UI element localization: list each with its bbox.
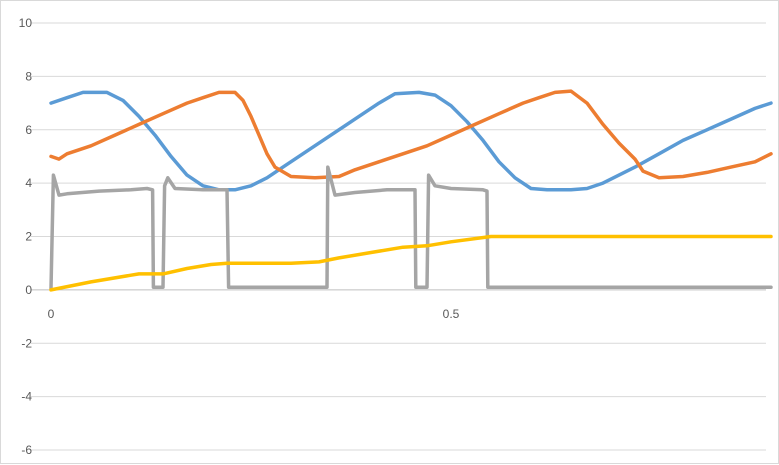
series-line-1 [49, 90, 773, 192]
y-tick-label: 10 [19, 16, 33, 30]
x-axis-tick-labels: 0 0.5 [48, 307, 460, 321]
y-tick-label: 2 [25, 230, 32, 244]
y-tick-label: 0 [25, 283, 32, 297]
series-line-2 [49, 89, 773, 180]
y-axis-tick-labels: 10 8 6 4 2 0 -2 -4 -6 [19, 16, 33, 457]
y-tick-label: -4 [21, 390, 32, 404]
y-tick-label: 6 [25, 123, 32, 137]
y-tick-label: 8 [25, 69, 32, 83]
series-line-4 [49, 234, 773, 292]
y-tick-label: -2 [21, 336, 32, 350]
x-tick-label: 0.5 [443, 307, 460, 321]
series-lines [49, 89, 773, 292]
x-tick-label: 0 [48, 307, 55, 321]
series-line-3 [49, 165, 773, 291]
y-tick-label: 4 [25, 176, 32, 190]
y-tick-label: -6 [21, 443, 32, 457]
